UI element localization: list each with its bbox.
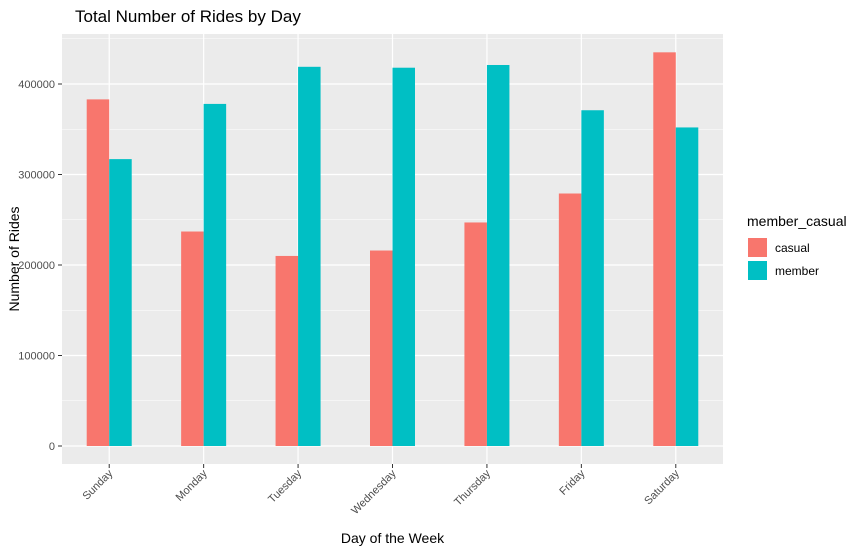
legend-key-member — [748, 261, 767, 280]
legend-label-casual: casual — [775, 241, 810, 255]
legend: member_casual casual member — [747, 213, 847, 280]
bar-casual-friday — [558, 193, 582, 446]
y-axis-title: Number of Rides — [6, 206, 22, 311]
x-tick-label: Monday — [174, 467, 211, 504]
bar-member-sunday — [109, 159, 132, 447]
y-tick-label: 0 — [49, 441, 55, 453]
x-tick-label: Wednesday — [349, 467, 399, 517]
bar-member-thursday — [486, 64, 510, 447]
bars-group — [86, 52, 699, 447]
x-tick-label: Thursday — [452, 467, 493, 508]
y-tick-label: 100000 — [18, 351, 55, 363]
x-tick-label: Tuesday — [266, 467, 304, 505]
bar-casual-saturday — [653, 52, 676, 446]
x-tick-label: Saturday — [642, 467, 682, 507]
bar-casual-sunday — [86, 99, 110, 446]
legend-title: member_casual — [747, 213, 847, 229]
y-tick-label: 300000 — [18, 170, 55, 182]
bar-member-friday — [581, 110, 604, 447]
bar-casual-wednesday — [370, 250, 393, 446]
y-tick-label: 400000 — [18, 79, 55, 91]
chart-title: Total Number of Rides by Day — [75, 7, 301, 26]
y-tick-label: 200000 — [18, 260, 55, 272]
x-axis: Sunday Monday Tuesday Wednesday Thursday Frid… — [80, 464, 682, 517]
legend-label-member: member — [775, 264, 819, 278]
bar-casual-tuesday — [275, 255, 299, 446]
y-axis: 0 100000 200000 300000 400000 — [18, 79, 62, 453]
bar-member-tuesday — [298, 66, 321, 447]
x-tick-label: Sunday — [80, 467, 115, 502]
bar-member-wednesday — [392, 67, 415, 447]
legend-key-casual — [748, 238, 767, 257]
bar-casual-monday — [181, 231, 204, 446]
bar-casual-thursday — [464, 222, 487, 446]
x-axis-title: Day of the Week — [341, 530, 445, 546]
bar-member-saturday — [675, 127, 699, 446]
x-tick-label: Friday — [557, 467, 587, 497]
bar-member-monday — [203, 103, 227, 446]
